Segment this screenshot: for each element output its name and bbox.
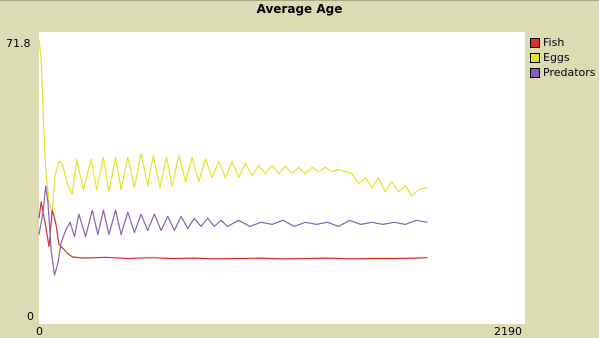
legend-label-predators: Predators xyxy=(543,66,596,79)
legend: Fish Eggs Predators xyxy=(530,35,596,80)
series-line-eggs xyxy=(38,39,428,215)
x-tick-label-max: 2190 xyxy=(494,325,522,338)
legend-item-predators: Predators xyxy=(530,65,596,80)
x-tick-label-min: 0 xyxy=(36,325,43,338)
series-line-predators xyxy=(38,185,428,276)
legend-swatch-predators xyxy=(530,67,540,78)
series-layer xyxy=(38,39,428,276)
chart-title: Average Age xyxy=(256,2,343,16)
legend-label-fish: Fish xyxy=(543,36,565,49)
plot-background xyxy=(39,32,525,324)
legend-label-eggs: Eggs xyxy=(543,51,570,64)
legend-swatch-fish xyxy=(530,37,540,48)
y-tick-label-min: 0 xyxy=(27,310,34,323)
legend-swatch-eggs xyxy=(530,52,540,63)
y-tick-label-max: 71.8 xyxy=(6,37,31,50)
series-line-fish xyxy=(38,201,428,260)
legend-item-eggs: Eggs xyxy=(530,50,596,65)
legend-item-fish: Fish xyxy=(530,35,596,50)
